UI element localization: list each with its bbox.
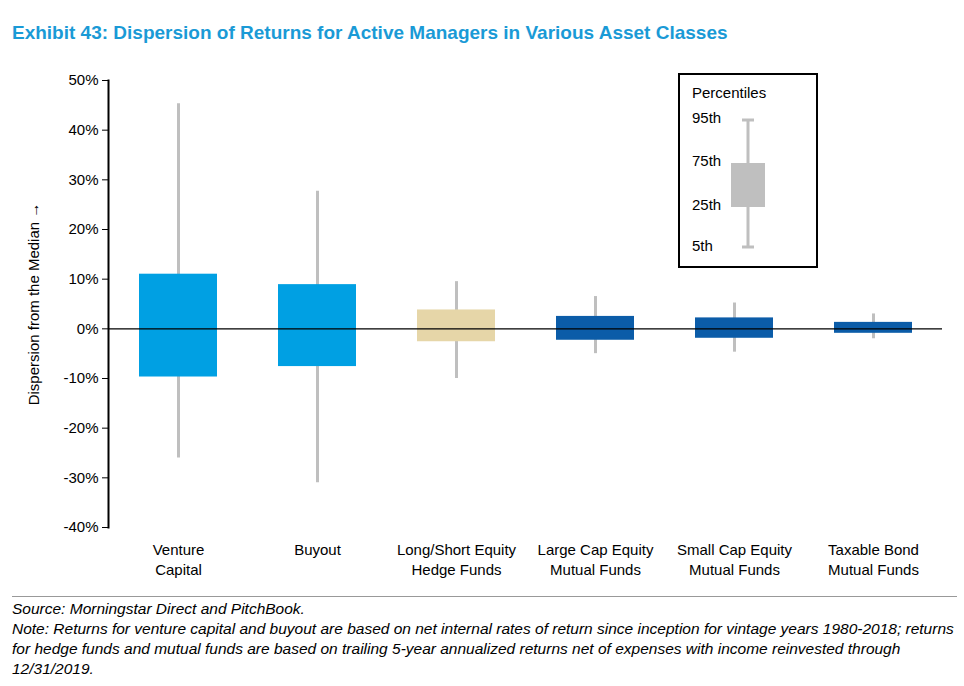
svg-text:Long/Short EquityHedge Funds: Long/Short EquityHedge Funds — [397, 541, 517, 578]
svg-text:0%: 0% — [77, 320, 99, 337]
svg-text:Small Cap EquityMutual Funds: Small Cap EquityMutual Funds — [677, 541, 793, 578]
svg-text:-30%: -30% — [63, 469, 98, 486]
svg-text:75th: 75th — [692, 152, 721, 169]
svg-text:5th: 5th — [692, 237, 713, 254]
svg-text:VentureCapital: VentureCapital — [153, 541, 205, 578]
svg-text:50%: 50% — [68, 71, 98, 88]
svg-text:Dispersion from the Median →: Dispersion from the Median → — [25, 203, 42, 406]
svg-text:10%: 10% — [68, 270, 98, 287]
svg-text:Large Cap EquityMutual Funds: Large Cap EquityMutual Funds — [538, 541, 654, 578]
svg-text:30%: 30% — [68, 171, 98, 188]
html-text:Source: Morningstar Direct and: Source: Morningstar Direct and PitchBook… — [12, 600, 305, 617]
svg-text:40%: 40% — [68, 121, 98, 138]
svg-text:-40%: -40% — [63, 518, 98, 535]
svg-text:-20%: -20% — [63, 419, 98, 436]
svg-text:Percentiles: Percentiles — [692, 84, 766, 101]
svg-text:Buyout: Buyout — [294, 541, 342, 558]
html-text:Exhibit 43: Dispersion of Retu: Exhibit 43: Dispersion of Returns for Ac… — [12, 22, 728, 43]
svg-text:Taxable BondMutual Funds: Taxable BondMutual Funds — [828, 541, 919, 578]
html-text:Note: Returns for venture capi: Note: Returns for venture capital and bu… — [12, 620, 954, 677]
svg-text:20%: 20% — [68, 220, 98, 237]
svg-text:-10%: -10% — [63, 369, 98, 386]
svg-text:95th: 95th — [692, 109, 721, 126]
svg-text:25th: 25th — [692, 196, 721, 213]
